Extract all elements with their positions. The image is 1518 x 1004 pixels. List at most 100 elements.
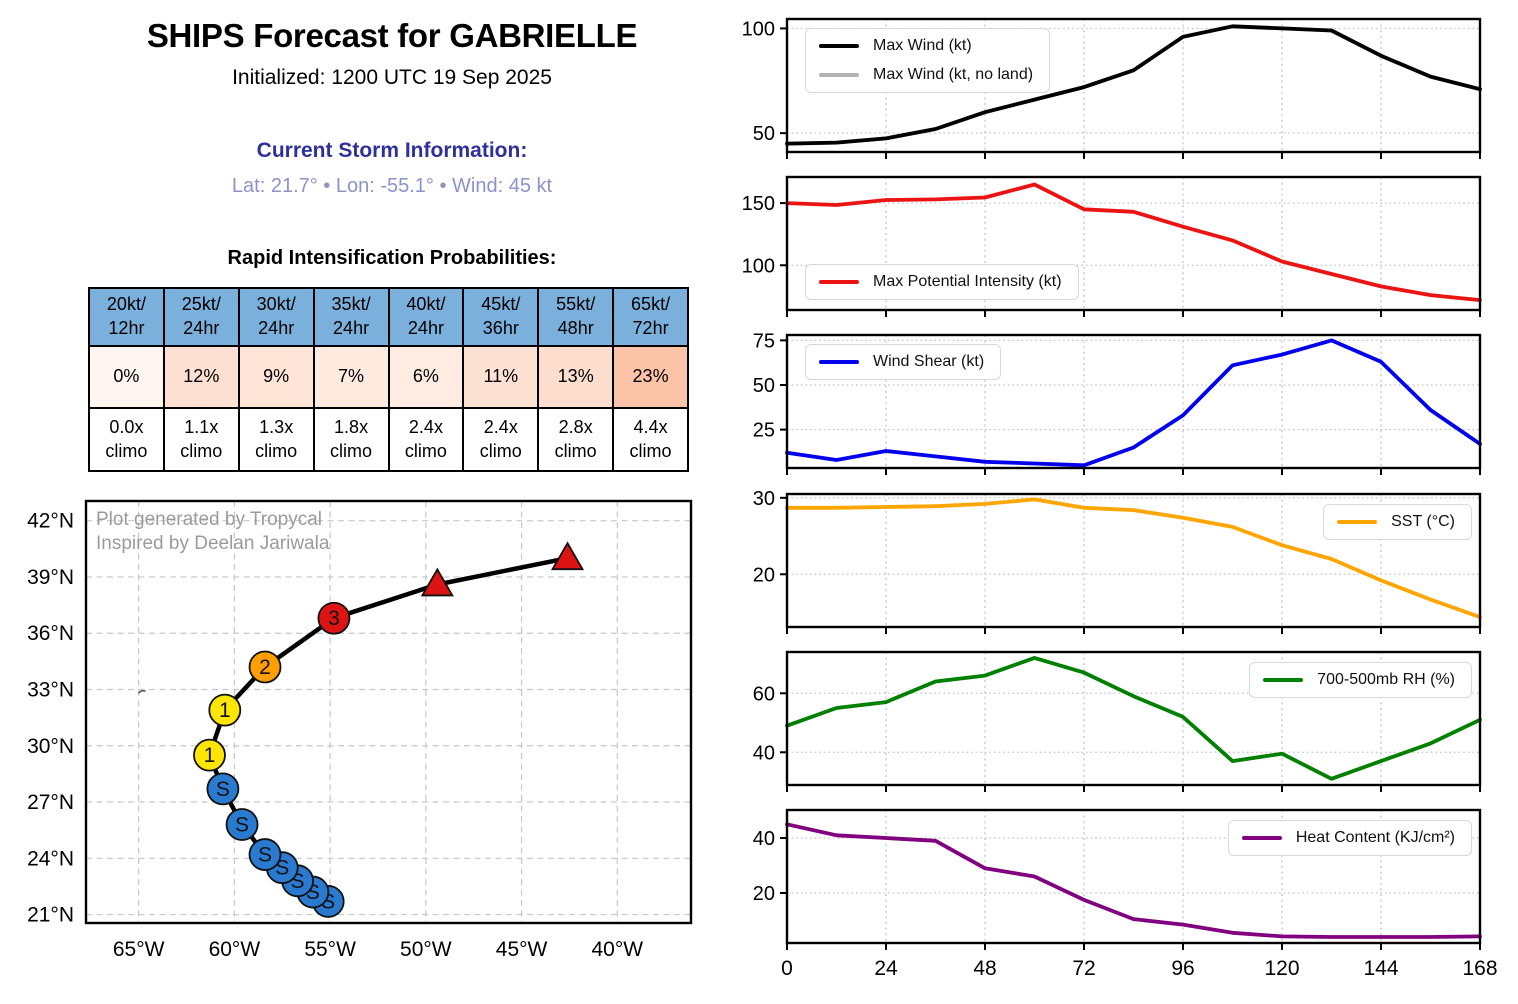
map-y-tick-label: 24°N xyxy=(27,847,74,870)
map-x-tick-label: 65°W xyxy=(113,938,165,961)
legend-label: Max Potential Intensity (kt) xyxy=(873,273,1062,290)
heat-content-legend: Heat Content (KJ/cm²) xyxy=(1227,820,1472,856)
y-tick-label: 100 xyxy=(742,255,775,277)
ri-climo-cell: 0.0x climo xyxy=(88,407,165,472)
track-marker-label: S xyxy=(258,844,272,867)
table-row: 0.0x climo 1.1x climo 1.3x climo 1.8x climo… xyxy=(88,407,689,472)
page-title: SHIPS Forecast for GABRIELLE xyxy=(146,17,638,54)
watermark-line1: Plot generated by Tropycal xyxy=(96,509,322,530)
x-tick-label: 96 xyxy=(1171,957,1194,980)
track-marker-label: 1 xyxy=(219,699,231,722)
map-y-tick-label: 27°N xyxy=(27,791,74,814)
track-marker xyxy=(248,838,282,871)
legend-label: Wind Shear (kt) xyxy=(873,353,985,370)
y-tick-label: 40 xyxy=(753,742,775,764)
track-marker-label: 1 xyxy=(204,744,216,767)
y-tick-label: 150 xyxy=(742,193,775,215)
x-tick-label: 0 xyxy=(781,957,793,980)
track-marker xyxy=(248,650,282,684)
legend-entry: Wind Shear (kt) xyxy=(819,353,984,371)
rh-700-500mb-line xyxy=(785,656,1482,781)
legend-line-swatch xyxy=(1263,677,1304,683)
track-marker xyxy=(208,693,242,727)
y-tick-label: 50 xyxy=(753,375,775,397)
legend-line-swatch xyxy=(819,359,859,365)
map-y-tick-label: 39°N xyxy=(27,566,74,589)
x-tick-label: 24 xyxy=(874,957,898,980)
map-x-tick-label: 55°W xyxy=(304,938,356,961)
max-wind-panel xyxy=(785,17,1482,154)
legend-label: 700-500mb RH (%) xyxy=(1317,671,1455,688)
y-tick-label: 75 xyxy=(753,330,775,352)
ri-climo-cell: 1.8x climo xyxy=(312,407,390,472)
sst-line xyxy=(785,497,1482,619)
rh-700-500mb-legend: 700-500mb RH (%) xyxy=(1249,662,1472,698)
max-wind-line xyxy=(785,24,1482,146)
ri-header-cell: 45kt/ 36hr xyxy=(462,287,540,347)
current-storm-info-heading: Current Storm Information: xyxy=(256,139,528,162)
heat-content-panel xyxy=(785,808,1482,945)
map-y-tick-label: 21°N xyxy=(27,904,74,927)
track-marker xyxy=(317,601,351,635)
bermuda-island xyxy=(137,689,146,694)
map-y-tick-label: 30°N xyxy=(27,735,74,758)
ri-probability-cell: 7% xyxy=(312,345,390,409)
ri-probabilities-heading: Rapid Intensification Probabilities: xyxy=(227,247,557,269)
map-y-tick-label: 33°N xyxy=(27,678,74,701)
x-tick-label: 144 xyxy=(1363,957,1398,980)
x-tick-label: 72 xyxy=(1072,957,1095,980)
wind-shear-legend: Wind Shear (kt) xyxy=(805,344,1002,380)
legend-entry: Max Potential Intensity (kt) xyxy=(819,273,1062,291)
track-marker-label: S xyxy=(216,778,230,801)
initialized-timestamp: Initialized: 1200 UTC 19 Sep 2025 xyxy=(232,66,552,89)
ri-header-cell: 30kt/ 24hr xyxy=(237,287,315,347)
heat-content-line xyxy=(785,822,1482,939)
map-y-tick-label: 42°N xyxy=(27,510,74,533)
legend-line-swatch xyxy=(819,72,859,78)
track-marker xyxy=(193,738,226,772)
sst-panel xyxy=(785,492,1482,629)
y-tick-label: 20 xyxy=(753,564,775,586)
ri-probability-cell: 11% xyxy=(462,345,540,409)
ri-climo-cell: 4.4x climo xyxy=(612,407,689,472)
forecast-charts: 50 100 100 150 25 50 75 20 30 40 60 20 40 0 24 48 72 96 12… xyxy=(742,17,1498,980)
storm-track-map: 65°W 60°W 55°W 50°W 45°W 40°W 21°N 24°N 27°N 30°N… xyxy=(27,499,693,961)
y-tick-label: 20 xyxy=(753,883,775,905)
track-marker xyxy=(225,808,259,841)
x-tick-label: 168 xyxy=(1462,957,1497,980)
legend-line-swatch xyxy=(1241,835,1282,841)
max-potential-intensity-panel xyxy=(785,175,1482,312)
table-row: 0% 12% 9% 7% 6% 11% 13% 23% xyxy=(88,345,689,409)
y-tick-label: 100 xyxy=(742,18,775,40)
x-tick-label: 48 xyxy=(973,957,996,980)
ri-probability-cell: 13% xyxy=(537,345,615,409)
ri-probability-cell: 23% xyxy=(612,345,689,409)
ri-header-cell: 40kt/ 24hr xyxy=(387,287,465,347)
map-y-tick-label: 36°N xyxy=(27,622,74,645)
map-border xyxy=(84,499,693,925)
y-tick-label: 60 xyxy=(753,683,775,705)
y-tick-label: 50 xyxy=(753,123,775,145)
legend-entry: Max Wind (kt) xyxy=(819,37,1033,55)
y-tick-label: 25 xyxy=(753,420,775,442)
ri-header-cell: 20kt/ 12hr xyxy=(88,287,165,347)
ri-climo-cell: 2.4x climo xyxy=(387,407,465,472)
watermark-line2: Inspired by Deelan Jariwala xyxy=(96,533,330,554)
legend-entry: 700-500mb RH (%) xyxy=(1263,671,1455,689)
rh-700-500mb-panel xyxy=(785,650,1482,787)
legend-label: Max Wind (kt) xyxy=(873,37,972,54)
track-marker-extratropical xyxy=(550,541,585,571)
track-marker-extratropical xyxy=(420,567,454,597)
ri-climo-cell: 1.1x climo xyxy=(162,407,240,472)
map-x-tick-label: 45°W xyxy=(496,938,548,961)
wind-shear-panel xyxy=(785,333,1482,470)
max-potential-intensity-legend: Max Potential Intensity (kt) xyxy=(805,264,1079,300)
ri-header-cell: 25kt/ 24hr xyxy=(162,287,240,347)
legend-label: Heat Content (KJ/cm²) xyxy=(1295,829,1455,846)
legend-entry: Heat Content (KJ/cm²) xyxy=(1241,829,1455,847)
legend-label: SST (°C) xyxy=(1391,513,1455,530)
wind-shear-line xyxy=(785,338,1482,468)
ri-probability-cell: 12% xyxy=(162,345,240,409)
legend-line-swatch xyxy=(819,43,859,49)
ri-probability-cell: 0% xyxy=(88,345,165,409)
